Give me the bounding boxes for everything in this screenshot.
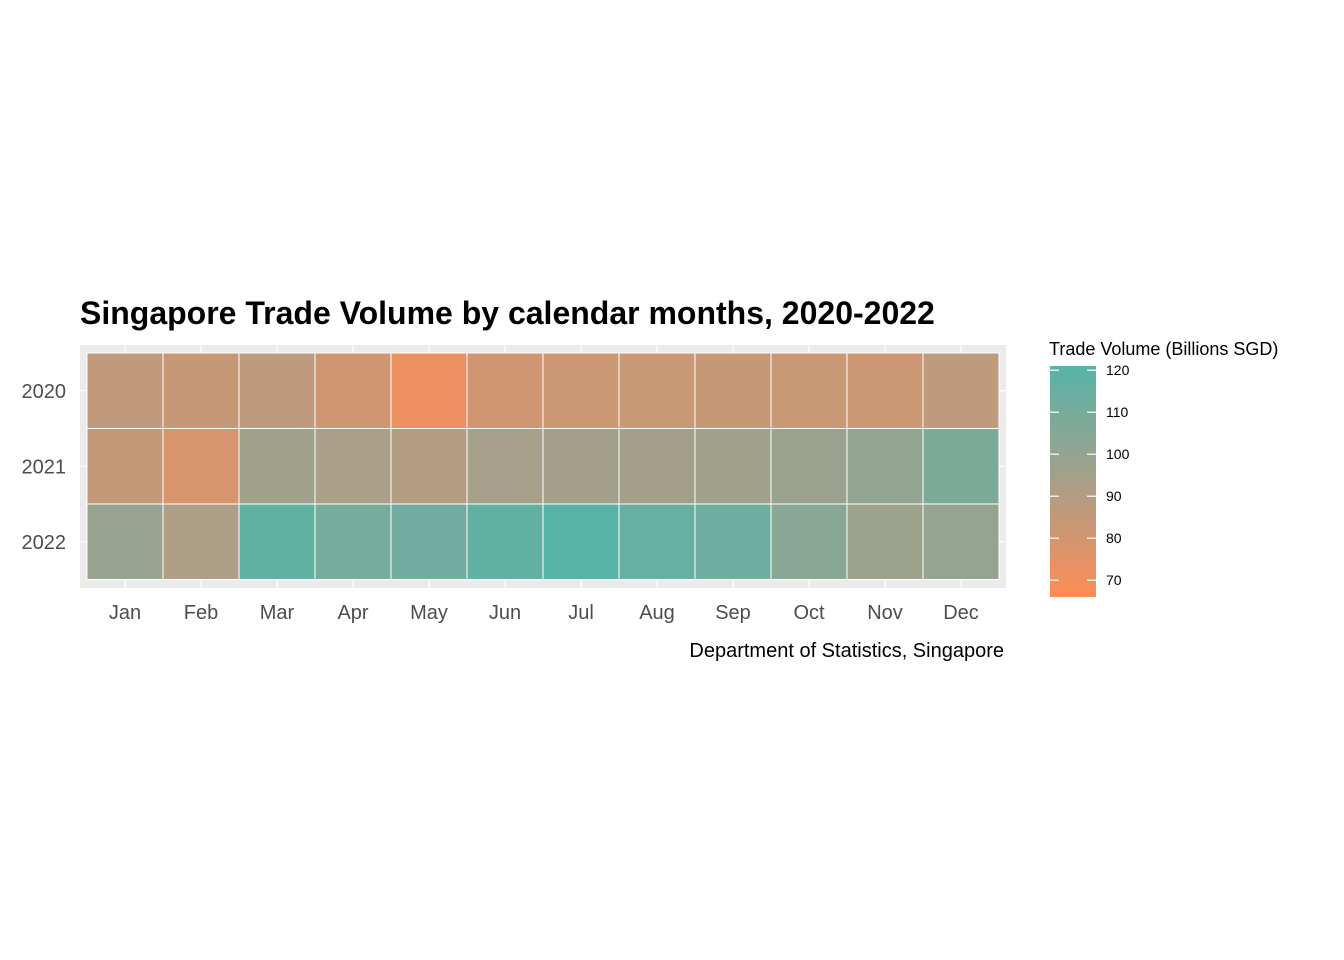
heatmap-tile-2021-jan [86,428,164,505]
heatmap-tile-2022-jun [466,503,544,580]
x-tick-label: May [410,602,448,624]
heatmap-tile-2021-feb [162,428,240,505]
heatmap-tile-2020-mar [238,352,316,429]
heatmap-tile-2021-oct [770,428,848,505]
x-tick-label: Aug [639,602,675,624]
heatmap-tile-2022-oct [770,503,848,580]
x-tick-label: Nov [867,602,903,624]
legend-color-bar [1050,366,1096,597]
color-legend: Trade Volume (Billions SGD) 70 80 90 100 110… [1049,339,1278,597]
x-tick-label: Feb [184,602,218,624]
x-tick-label: Dec [943,602,979,624]
heatmap-tile-2022-aug [618,503,696,580]
x-axis: Jan Feb Mar Apr May Jun Jul Aug Sep Oct Nov Dec [109,602,979,624]
y-tick-label: 2022 [22,532,67,554]
legend-tick-label: 110 [1106,404,1129,420]
legend-tick-label: 100 [1106,446,1130,462]
x-tick-label: Mar [260,602,295,624]
heatmap-tile-2020-sep [694,352,772,429]
legend-title: Trade Volume (Billions SGD) [1049,339,1278,359]
heatmap-tile-2020-jul [542,352,620,429]
heatmap-tile-2021-apr [314,428,392,505]
legend-tick-label: 70 [1106,572,1122,588]
legend-tick-label: 120 [1106,362,1130,378]
x-tick-label: Jul [568,602,594,624]
heatmap-tile-2022-mar [238,503,316,580]
chart-caption: Department of Statistics, Singapore [689,640,1004,662]
heatmap-tile-2022-may [390,503,468,580]
heatmap-tile-2021-dec [922,428,1000,505]
heatmap-tile-2020-apr [314,352,392,429]
heatmap-tile-2021-sep [694,428,772,505]
heatmap-tile-2020-feb [162,352,240,429]
y-tick-label: 2020 [22,381,67,403]
heatmap-tile-2022-nov [846,503,924,580]
heatmap-tile-2020-jan [86,352,164,429]
heatmap-tile-2022-jul [542,503,620,580]
heatmap-tile-2020-may [390,352,468,429]
heatmap-tile-2021-mar [238,428,316,505]
heatmap-tile-2021-jun [466,428,544,505]
heatmap-tile-2020-aug [618,352,696,429]
heatmap-tile-2020-dec [922,352,1000,429]
heatmap-tile-2021-nov [846,428,924,505]
heatmap-tile-2021-aug [618,428,696,505]
x-tick-label: Apr [337,602,368,624]
heatmap-tile-2022-feb [162,503,240,580]
legend-ticks: 70 80 90 100 110 120 [1050,362,1130,588]
legend-tick-label: 80 [1106,530,1122,546]
x-tick-label: Jan [109,602,141,624]
y-tick-label: 2021 [22,456,67,478]
heatmap-tile-2020-oct [770,352,848,429]
chart-title: Singapore Trade Volume by calendar month… [80,295,935,331]
heatmap-tile-2022-sep [694,503,772,580]
heatmap-tile-2022-jan [86,503,164,580]
legend-tick-label: 90 [1106,488,1122,504]
x-tick-label: Sep [715,602,751,624]
heatmap-tile-2021-may [390,428,468,505]
x-tick-label: Jun [489,602,521,624]
heatmap-tiles [86,352,1000,580]
heatmap-tile-2022-apr [314,503,392,580]
heatmap-tile-2022-dec [922,503,1000,580]
x-tick-label: Oct [793,602,825,624]
y-axis: 2020 2021 2022 [22,381,67,554]
heatmap-tile-2020-jun [466,352,544,429]
heatmap-tile-2021-jul [542,428,620,505]
heatmap-tile-2020-nov [846,352,924,429]
